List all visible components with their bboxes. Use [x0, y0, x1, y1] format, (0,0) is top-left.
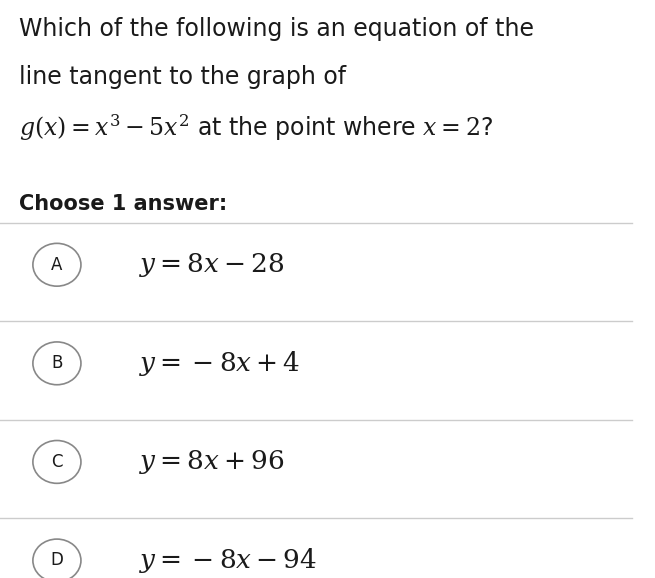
Text: Choose 1 answer:: Choose 1 answer: [19, 194, 227, 214]
Text: B: B [51, 354, 63, 372]
Text: $y = -8x - 94$: $y = -8x - 94$ [139, 546, 317, 575]
Text: A: A [51, 255, 63, 274]
Text: $y = 8x + 96$: $y = 8x + 96$ [139, 448, 285, 476]
Text: D: D [50, 551, 64, 569]
Text: $y = 8x - 28$: $y = 8x - 28$ [139, 251, 285, 279]
Text: line tangent to the graph of: line tangent to the graph of [19, 65, 346, 89]
Text: C: C [51, 453, 63, 471]
Text: $y = -8x + 4$: $y = -8x + 4$ [139, 349, 301, 378]
Text: $g(x) = x^3 - 5x^2$ at the point where $x = 2$?: $g(x) = x^3 - 5x^2$ at the point where $… [19, 113, 493, 143]
Text: Which of the following is an equation of the: Which of the following is an equation of… [19, 17, 534, 41]
